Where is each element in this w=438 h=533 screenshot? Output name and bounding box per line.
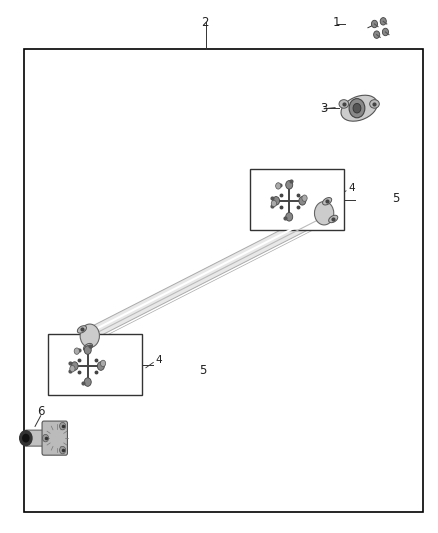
Text: 1: 1 [333, 16, 340, 29]
Ellipse shape [322, 198, 332, 205]
Circle shape [84, 346, 91, 354]
Bar [250, 169, 344, 230]
Ellipse shape [370, 100, 379, 108]
FancyBboxPatch shape [42, 421, 67, 455]
Text: 6: 6 [37, 405, 45, 418]
Circle shape [382, 28, 389, 36]
Text: 4: 4 [348, 183, 355, 193]
Circle shape [286, 213, 293, 221]
Circle shape [302, 195, 307, 201]
Circle shape [60, 422, 66, 430]
Ellipse shape [339, 100, 349, 108]
Circle shape [349, 99, 365, 118]
Polygon shape [90, 210, 324, 339]
Circle shape [23, 434, 29, 442]
Circle shape [80, 324, 99, 348]
Circle shape [71, 362, 78, 370]
Circle shape [314, 201, 334, 225]
Circle shape [74, 348, 79, 354]
Ellipse shape [83, 343, 92, 351]
Ellipse shape [328, 215, 338, 223]
Circle shape [276, 183, 281, 189]
Ellipse shape [78, 326, 86, 333]
Circle shape [60, 447, 66, 454]
Ellipse shape [341, 95, 377, 121]
Text: 3: 3 [320, 102, 327, 115]
Circle shape [286, 181, 293, 189]
Text: 5: 5 [199, 364, 207, 377]
Circle shape [371, 20, 378, 28]
Circle shape [353, 103, 361, 113]
Text: 2: 2 [201, 16, 209, 29]
Circle shape [299, 197, 306, 205]
Circle shape [271, 200, 276, 207]
Bar [24, 49, 423, 512]
FancyBboxPatch shape [25, 430, 47, 446]
Circle shape [84, 378, 91, 386]
Circle shape [380, 18, 386, 25]
Circle shape [100, 360, 106, 367]
Circle shape [97, 362, 104, 370]
Circle shape [272, 197, 279, 205]
Bar [48, 334, 142, 395]
Circle shape [42, 434, 49, 442]
Text: 4: 4 [155, 355, 162, 365]
Circle shape [20, 431, 32, 446]
Circle shape [374, 31, 380, 38]
Text: 5: 5 [392, 192, 399, 205]
Circle shape [70, 366, 75, 372]
